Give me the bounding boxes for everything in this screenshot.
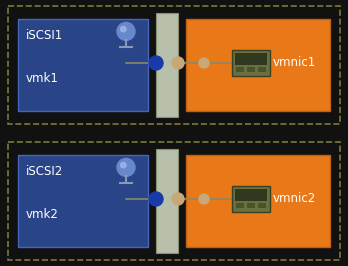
FancyBboxPatch shape [258, 203, 266, 208]
Circle shape [117, 22, 135, 40]
Text: iSCSI1: iSCSI1 [26, 29, 63, 42]
FancyBboxPatch shape [236, 203, 244, 208]
FancyBboxPatch shape [18, 19, 148, 111]
FancyBboxPatch shape [247, 203, 255, 208]
Circle shape [199, 58, 209, 68]
Circle shape [199, 194, 209, 204]
Circle shape [172, 193, 184, 205]
FancyBboxPatch shape [232, 50, 270, 76]
FancyBboxPatch shape [156, 13, 178, 117]
Circle shape [172, 57, 184, 69]
Circle shape [149, 56, 163, 70]
FancyBboxPatch shape [258, 67, 266, 72]
Text: vmk1: vmk1 [26, 72, 59, 85]
FancyBboxPatch shape [186, 155, 330, 247]
Text: iSCSI2: iSCSI2 [26, 165, 63, 178]
Circle shape [121, 26, 126, 32]
FancyBboxPatch shape [156, 149, 178, 253]
Text: vmnic2: vmnic2 [273, 193, 316, 206]
Circle shape [149, 192, 163, 206]
FancyBboxPatch shape [235, 189, 267, 201]
FancyBboxPatch shape [232, 186, 270, 212]
FancyBboxPatch shape [186, 19, 330, 111]
FancyBboxPatch shape [235, 53, 267, 65]
Text: vmk2: vmk2 [26, 208, 59, 221]
FancyBboxPatch shape [247, 67, 255, 72]
Circle shape [121, 163, 126, 168]
Circle shape [117, 158, 135, 176]
FancyBboxPatch shape [18, 155, 148, 247]
Text: vmnic1: vmnic1 [273, 56, 316, 69]
FancyBboxPatch shape [236, 67, 244, 72]
